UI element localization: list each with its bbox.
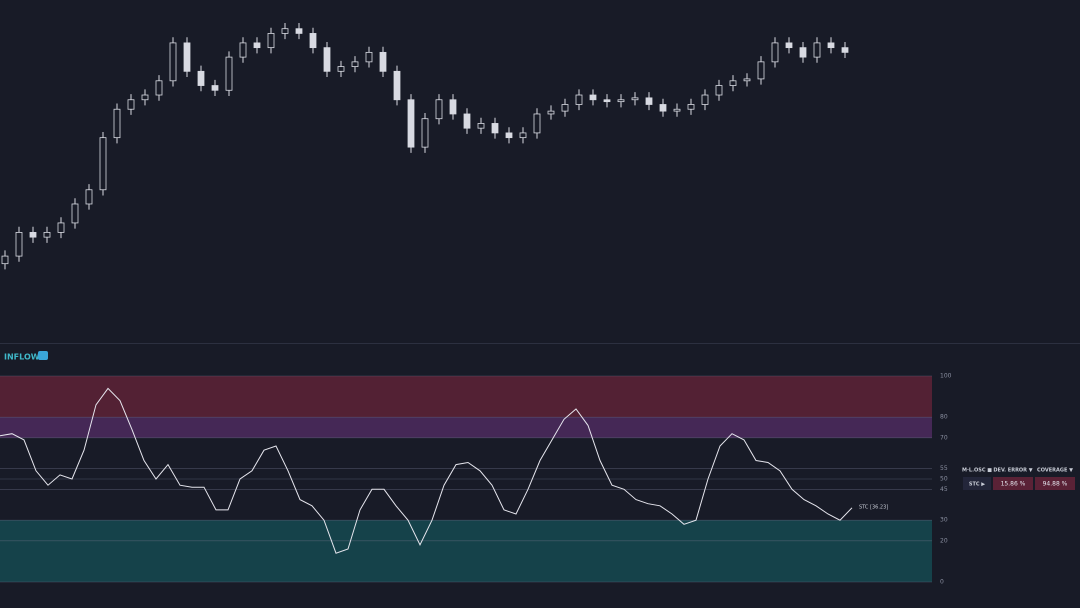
candle-body [197,70,205,86]
zone-band [0,417,932,438]
candle-body [519,132,527,139]
table-row-label[interactable]: STC ▶ [969,482,985,488]
table-header[interactable]: DEV. ERROR ▼ [993,468,1032,474]
candle-body [449,99,457,115]
candle-body [365,51,373,63]
candle-body [281,28,289,34]
candle-body [561,104,569,112]
candle-body [491,123,499,134]
candle-body [645,97,653,105]
candle-body [183,42,191,72]
candle-body [155,80,163,96]
y-tick-label: 0 [940,579,944,586]
candle-body [43,232,51,238]
candle-body [743,78,751,82]
zone-band [0,520,932,582]
candle-body [631,97,639,101]
candle-body [533,113,541,134]
candle-body [729,80,737,86]
candle-body [463,113,471,129]
last-value-label: STC [36.23] [859,504,888,510]
candle-body [1,255,9,265]
table-cell [1035,477,1075,490]
candle-body [827,42,835,49]
candle-body [701,94,709,105]
table-cell-text: 94.88 % [1043,481,1068,488]
candle-body [393,70,401,101]
candle-body [113,108,121,139]
oscillator-line [0,387,853,554]
candle-body [379,51,387,72]
candle-body [715,85,723,96]
candle-body [813,42,821,58]
candle-body [295,28,303,34]
candle-body [603,99,611,103]
candle-body [435,99,443,120]
candle-body [225,56,233,91]
candle-body [309,33,317,49]
candle-body [211,85,219,91]
candle-body [785,42,793,49]
y-tick-label: 50 [940,476,948,483]
candle-body [477,123,485,129]
candle-body [57,222,65,233]
table-cell [993,477,1033,490]
candle-body [547,110,555,115]
candle-body [267,33,275,49]
candle-body [757,61,765,80]
table-header: M·L.OSC ■ [962,468,992,474]
candle-body [15,232,23,257]
candle-body [323,47,331,72]
candle-body [141,94,149,101]
y-tick-label: 30 [940,517,948,524]
table-cell-text: 15.86 % [1001,481,1026,488]
candle-body [99,137,107,191]
y-tick-label: 100 [940,373,952,380]
y-tick-label: 70 [940,434,948,441]
zone-band [0,376,932,418]
candle-body [841,47,849,53]
candle-body [253,42,261,49]
y-tick-label: 55 [940,465,948,472]
candle-body [687,104,695,110]
candle-body [29,232,37,238]
panel-icon[interactable] [38,351,48,360]
table-cell [963,477,991,490]
candle-body [71,203,79,224]
candle-body [589,94,597,101]
candle-body [421,118,429,148]
candle-body [617,99,625,103]
candle-body [659,104,667,112]
candle-body [169,42,177,82]
candle-body [337,66,345,72]
candle-body [575,94,583,105]
candle-body [239,42,247,58]
candle-body [351,61,359,67]
panel-title: INFLOW [4,353,40,362]
y-tick-label: 80 [940,414,948,421]
candle-body [127,99,135,110]
y-tick-label: 45 [940,486,948,493]
y-tick-label: 20 [940,537,948,544]
candle-body [771,42,779,63]
table-header[interactable]: COVERAGE ▼ [1037,468,1073,474]
candle-body [505,132,513,139]
candle-body [85,189,93,205]
candle-body [407,99,415,148]
candle-body [673,108,681,112]
candle-body [799,47,807,58]
